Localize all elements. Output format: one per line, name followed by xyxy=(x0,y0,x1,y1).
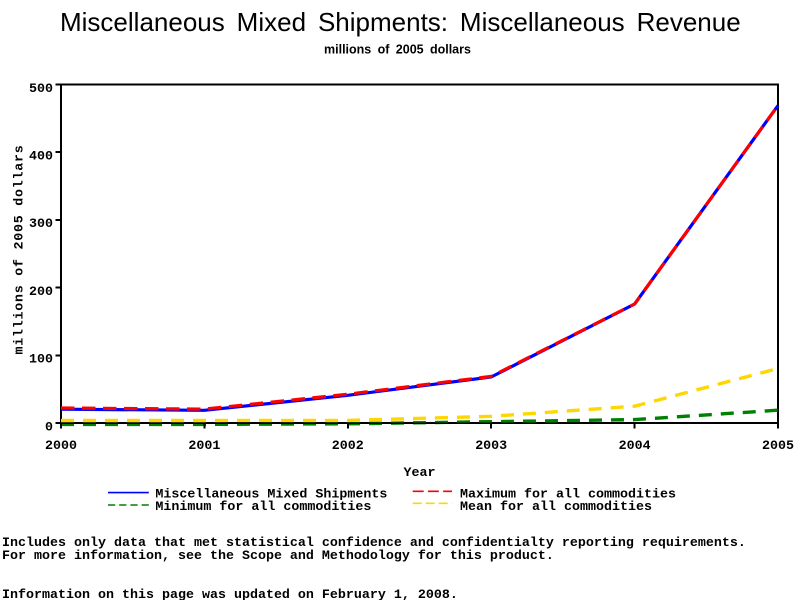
svg-text:2004: 2004 xyxy=(619,439,651,454)
svg-text:300: 300 xyxy=(29,217,53,232)
svg-text:2003: 2003 xyxy=(475,439,507,454)
svg-text:0: 0 xyxy=(45,420,53,435)
svg-text:2005: 2005 xyxy=(762,439,794,454)
svg-text:Miscellaneous Mixed Shipments: Miscellaneous Mixed Shipments xyxy=(155,488,387,503)
svg-text:Mean for all commodities: Mean for all commodities xyxy=(460,500,652,515)
svg-text:200: 200 xyxy=(29,285,53,300)
svg-text:2001: 2001 xyxy=(188,439,220,454)
svg-text:Information on this page was u: Information on this page was updated on … xyxy=(2,588,458,600)
svg-text:Includes only data that met st: Includes only data that met statistical … xyxy=(2,536,746,551)
svg-text:2002: 2002 xyxy=(332,439,364,454)
svg-text:millions of 2005 dollars: millions of 2005 dollars xyxy=(324,43,471,57)
svg-text:100: 100 xyxy=(29,353,53,368)
svg-text:For more information, see the: For more information, see the Scope and … xyxy=(2,549,554,564)
svg-text:400: 400 xyxy=(29,150,53,165)
svg-text:2000: 2000 xyxy=(45,439,77,454)
svg-text:Year: Year xyxy=(404,466,436,481)
svg-text:500: 500 xyxy=(29,82,53,97)
svg-text:Miscellaneous Mixed Shipments:: Miscellaneous Mixed Shipments: Miscellan… xyxy=(60,7,741,37)
svg-text:millions of 2005 dollars: millions of 2005 dollars xyxy=(13,145,28,355)
svg-text:Maximum for all commodities: Maximum for all commodities xyxy=(460,488,676,503)
svg-text:Minimum for all commodities: Minimum for all commodities xyxy=(155,500,371,515)
